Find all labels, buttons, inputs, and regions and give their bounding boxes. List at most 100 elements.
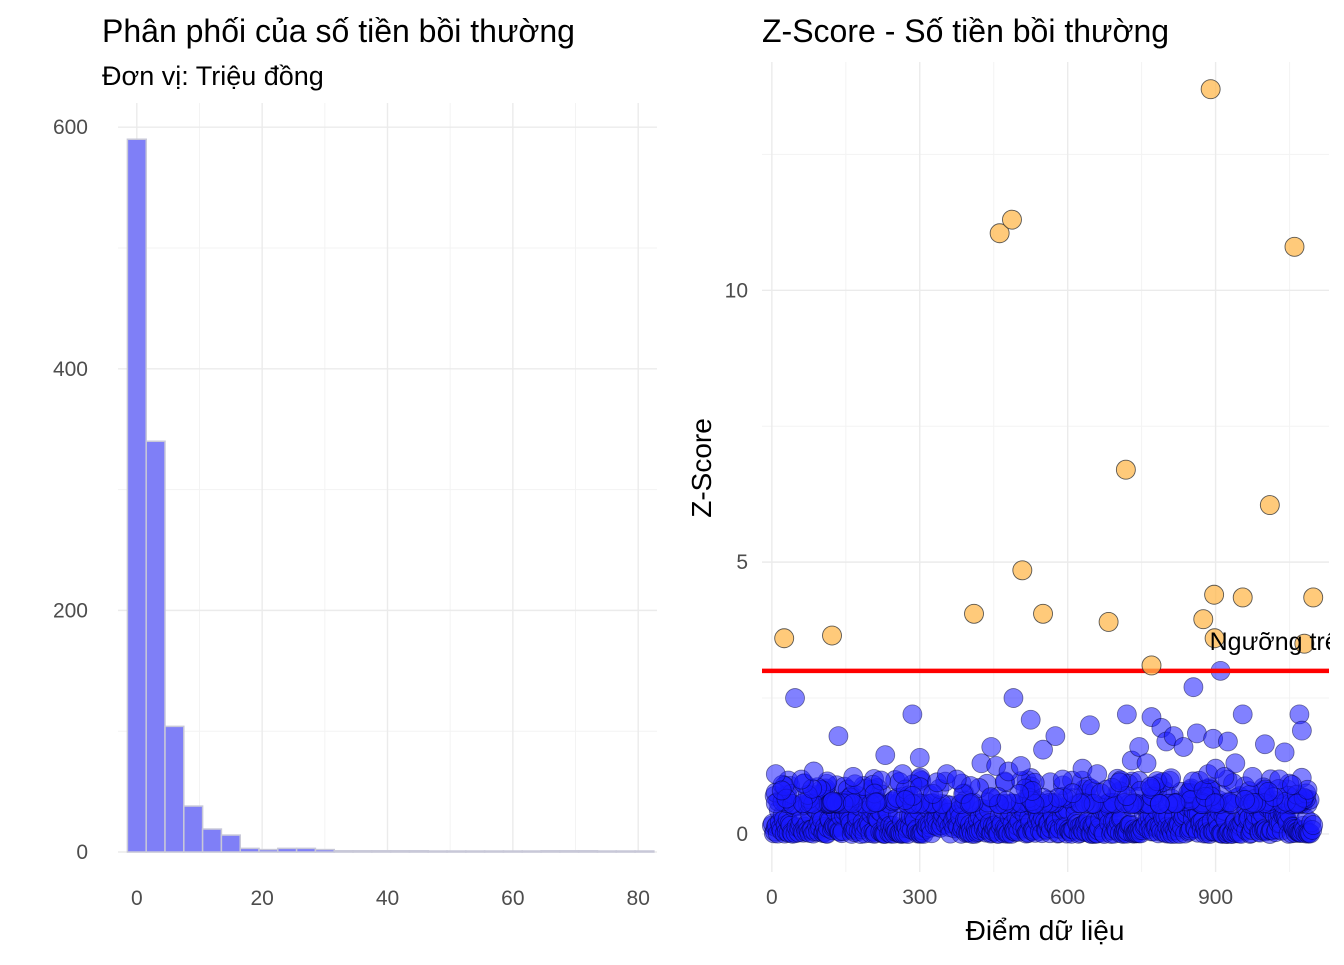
data-point [1225,753,1246,774]
outlier-point [1303,587,1324,608]
data-point [960,793,981,814]
histogram-bar [258,848,279,853]
data-point [996,790,1017,811]
data-point [1242,766,1263,787]
histogram-bar [521,850,542,853]
data-point [895,790,916,810]
histogram-y-tick-labels: 0 200 400 600 [53,116,88,864]
outlier-point [1284,236,1305,257]
data-point [1052,769,1073,790]
zscore-x-tick-labels: 0 300 600 900 [766,886,1233,909]
histogram-bar [408,850,429,853]
data-point [1003,688,1024,708]
data-point [1258,781,1279,802]
data-point [1303,815,1324,835]
data-point [1282,775,1302,795]
zscore-panel: Z-Score - Số tiền bồi thường Ngưỡng trên… [686,13,1344,946]
data-point [1045,726,1066,746]
histogram-bar [465,850,486,853]
outlier-point [1259,495,1280,516]
zscore-x-axis-title: Điểm dữ liệu [966,915,1125,946]
y-tick-label: 200 [53,599,88,622]
histogram-bar [577,850,599,853]
histogram-bar [502,850,523,853]
data-point [1204,793,1225,814]
data-point [843,766,864,787]
outlier-point [964,603,984,624]
zscore-y-tick-labels: 0 5 10 [725,279,748,846]
data-point [785,688,805,708]
threshold-label: Ngưỡng trên Z-Score [1210,628,1344,656]
data-point [909,747,930,768]
data-point [1116,704,1137,725]
data-point [1129,737,1150,757]
data-point [1214,766,1235,787]
x-tick-label: 0 [131,887,143,910]
histogram-bar [201,828,223,853]
x-tick-label: 0 [766,886,778,909]
histogram-bar [389,850,411,853]
data-point [1274,742,1295,763]
zscore-grid [762,62,1329,872]
histogram-bar [615,850,636,853]
zscore-y-axis-title: Z-Score [686,418,717,518]
y-tick-label: 0 [76,841,88,864]
y-tick-label: 400 [53,358,88,381]
histogram-bar [277,847,298,853]
data-point [946,769,967,790]
data-point [803,761,824,782]
histogram-bar [596,850,618,853]
histogram-bar [634,850,655,853]
y-tick-label: 10 [725,279,748,302]
zscore-outlier-points [774,79,1324,676]
outlier-point [1012,560,1033,581]
histogram-bar [126,138,147,853]
outlier-point [1200,79,1221,100]
outlier-point [1232,587,1253,608]
data-point [1010,756,1031,776]
data-point [1020,709,1041,730]
data-point [1218,731,1238,752]
histogram-subtitle: Đơn vị: Triệu đồng [102,61,324,91]
histogram-bar [220,834,241,853]
histogram-x-tick-labels: 0 20 40 60 80 [131,887,650,910]
outlier-point [774,628,795,649]
outlier-point [822,625,842,646]
data-point [1109,772,1130,793]
data-point [1033,739,1053,760]
x-tick-label: 900 [1198,886,1233,909]
data-point [843,793,863,814]
histogram-bar [145,440,166,853]
x-tick-label: 300 [902,886,937,909]
histogram-bar [446,850,467,853]
histogram-bars [126,138,655,853]
data-point [981,737,1002,757]
histogram-bar [559,850,580,853]
data-point [1183,677,1204,698]
histogram-bar [427,850,448,853]
histogram-bar [371,850,392,853]
data-point [1140,776,1161,797]
outlier-point [1204,628,1225,649]
zscore-normal-points [761,660,1324,844]
data-point [771,780,792,801]
histogram-bar [295,847,317,853]
x-tick-label: 40 [376,887,399,910]
data-point [1232,704,1253,725]
y-tick-label: 0 [736,823,748,846]
histogram-title: Phân phối của số tiền bồi thường [102,13,575,49]
data-point [1287,793,1308,814]
x-tick-label: 600 [1050,886,1085,909]
data-point [1079,715,1100,736]
outlier-point [1294,633,1315,654]
data-point [1087,764,1108,785]
histogram-bar [239,847,260,853]
histogram-bar [540,850,561,853]
outlier-point [1193,609,1214,630]
data-point [1255,734,1275,755]
data-point [1136,753,1157,774]
data-point [875,745,896,766]
data-point [1235,790,1255,810]
histogram-bar [183,805,204,853]
